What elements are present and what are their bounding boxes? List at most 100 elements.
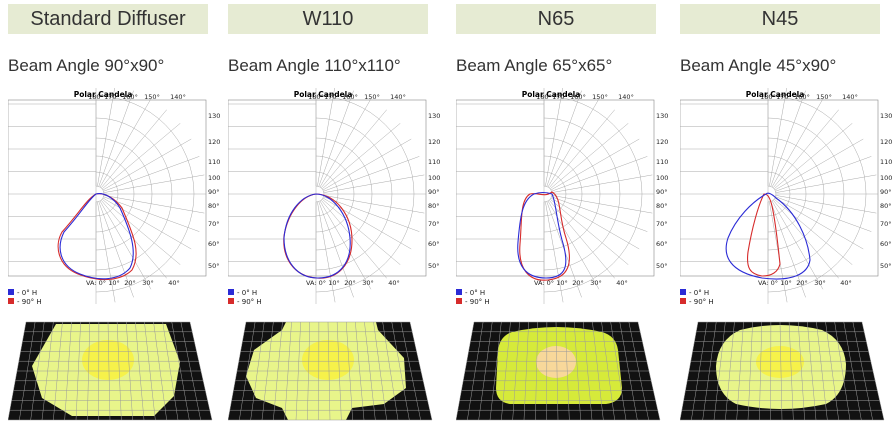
legend: - 0° H - 90° H: [456, 289, 490, 306]
legend-swatch-0h: [680, 289, 686, 295]
legend: - 0° H - 90° H: [228, 289, 262, 306]
inner-light-zone: [82, 340, 134, 380]
inner-light-zone: [302, 340, 354, 380]
beam-angle-label: Beam Angle 110°x110°: [228, 56, 440, 76]
right-angle-label: 50°: [656, 262, 668, 270]
right-angle-label: 60°: [656, 240, 668, 248]
right-angle-label: 60°: [880, 240, 892, 248]
polar-svg: 180°170°160°150°140°130°120°110°100°90°8…: [8, 88, 220, 318]
bottom-angle-label: 20°: [796, 279, 808, 287]
right-angle-label: 110°: [880, 158, 892, 166]
polar-title: Polar Candela: [746, 90, 805, 99]
top-angle-label: 150°: [144, 93, 160, 101]
bottom-angle-label: 30°: [814, 279, 826, 287]
bottom-angle-label: 10°: [108, 279, 120, 287]
panel-w110: W110 Beam Angle 110°x110° 180°170°160°15…: [228, 0, 440, 422]
right-angle-label: 90°: [880, 188, 892, 196]
polar-candela-chart: 180°170°160°150°140°130°120°110°100°90°8…: [8, 88, 220, 323]
bottom-angle-label: 40°: [168, 279, 180, 287]
right-angle-label: 90°: [656, 188, 668, 196]
illuminance-plot: [228, 318, 440, 427]
top-angle-label: 150°: [816, 93, 832, 101]
polar-candela-chart: 180°170°160°150°140°130°120°110°100°90°8…: [228, 88, 440, 323]
polar-candela-chart: 180°170°160°150°140°130°120°110°100°90°8…: [456, 88, 668, 323]
right-angle-label: 100°: [428, 174, 440, 182]
right-angle-label: 70°: [656, 220, 668, 228]
right-angle-label: 130°: [880, 112, 892, 120]
beam-angle-label: Beam Angle 65°x65°: [456, 56, 668, 76]
right-angle-label: 50°: [428, 262, 440, 270]
polar-title: Polar Candela: [522, 90, 581, 99]
bottom-angle-label: 30°: [362, 279, 374, 287]
legend-label-90h: - 90° H: [237, 298, 262, 306]
isolux-svg: [228, 318, 440, 422]
bottom-angle-label: 10°: [328, 279, 340, 287]
right-angle-label: 80°: [656, 202, 668, 210]
right-angle-label: 100°: [880, 174, 892, 182]
legend-swatch-0h: [8, 289, 14, 295]
panel-header: W110: [228, 4, 428, 34]
top-angle-label: 150°: [592, 93, 608, 101]
legend-label-0h: - 0° H: [465, 289, 485, 297]
top-angle-label: 150°: [364, 93, 380, 101]
legend-swatch-90h: [680, 298, 686, 304]
panel-header: N65: [456, 4, 656, 34]
legend-label-90h: - 90° H: [17, 298, 42, 306]
polar-svg: 180°170°160°150°140°130°120°110°100°90°8…: [680, 88, 892, 318]
right-angle-label: 50°: [208, 262, 220, 270]
bottom-angle-label: 20°: [344, 279, 356, 287]
right-angle-label: 120°: [428, 138, 440, 146]
legend-swatch-90h: [456, 298, 462, 304]
isolux-svg: [456, 318, 668, 422]
right-angle-label: 60°: [208, 240, 220, 248]
right-angle-label: 80°: [428, 202, 440, 210]
right-angle-label: 120°: [208, 138, 220, 146]
legend-label-0h: - 0° H: [17, 289, 37, 297]
right-angle-label: 80°: [880, 202, 892, 210]
right-angle-label: 70°: [880, 220, 892, 228]
right-angle-label: 130°: [428, 112, 440, 120]
polar-svg: 180°170°160°150°140°130°120°110°100°90°8…: [228, 88, 440, 318]
panel-n45: N45 Beam Angle 45°x90° 180°170°160°150°1…: [680, 0, 892, 422]
bottom-angle-label: 10°: [780, 279, 792, 287]
illuminance-plot: [8, 318, 220, 427]
legend-label-0h: - 0° H: [689, 289, 709, 297]
bottom-angle-label: 40°: [840, 279, 852, 287]
right-angle-label: 130°: [208, 112, 220, 120]
polar-title: Polar Candela: [74, 90, 133, 99]
bottom-angle-label: 40°: [616, 279, 628, 287]
bottom-angle-label: 20°: [572, 279, 584, 287]
right-angle-label: 120°: [880, 138, 892, 146]
panel-header: Standard Diffuser: [8, 4, 208, 34]
right-angle-label: 130°: [656, 112, 668, 120]
bottom-angle-label: 10°: [556, 279, 568, 287]
illuminance-plot: [680, 318, 892, 427]
legend-swatch-90h: [8, 298, 14, 304]
right-angle-label: 90°: [428, 188, 440, 196]
legend-label-90h: - 90° H: [689, 298, 714, 306]
top-angle-label: 140°: [170, 93, 186, 101]
bottom-angle-label: VA: 0°: [86, 279, 106, 287]
right-angle-label: 60°: [428, 240, 440, 248]
right-angle-label: 80°: [208, 202, 220, 210]
beam-angle-label: Beam Angle 90°x90°: [8, 56, 220, 76]
legend: - 0° H - 90° H: [8, 289, 42, 306]
panel-header: N45: [680, 4, 880, 34]
isolux-svg: [680, 318, 892, 422]
bottom-angle-label: 40°: [388, 279, 400, 287]
legend-label-0h: - 0° H: [237, 289, 257, 297]
bottom-angle-label: 30°: [590, 279, 602, 287]
polar-candela-chart: 180°170°160°150°140°130°120°110°100°90°8…: [680, 88, 892, 323]
polar-svg: 180°170°160°150°140°130°120°110°100°90°8…: [456, 88, 668, 318]
panel-standard-diffuser: Standard Diffuser Beam Angle 90°x90° 180…: [8, 0, 220, 422]
right-angle-label: 70°: [208, 220, 220, 228]
beam-angle-label: Beam Angle 45°x90°: [680, 56, 892, 76]
bottom-angle-label: VA: 0°: [758, 279, 778, 287]
top-angle-label: 140°: [842, 93, 858, 101]
legend: - 0° H - 90° H: [680, 289, 714, 306]
right-angle-label: 100°: [208, 174, 220, 182]
panel-n65: N65 Beam Angle 65°x65° 180°170°160°150°1…: [456, 0, 668, 422]
legend-swatch-0h: [228, 289, 234, 295]
right-angle-label: 50°: [880, 262, 892, 270]
right-angle-label: 110°: [208, 158, 220, 166]
